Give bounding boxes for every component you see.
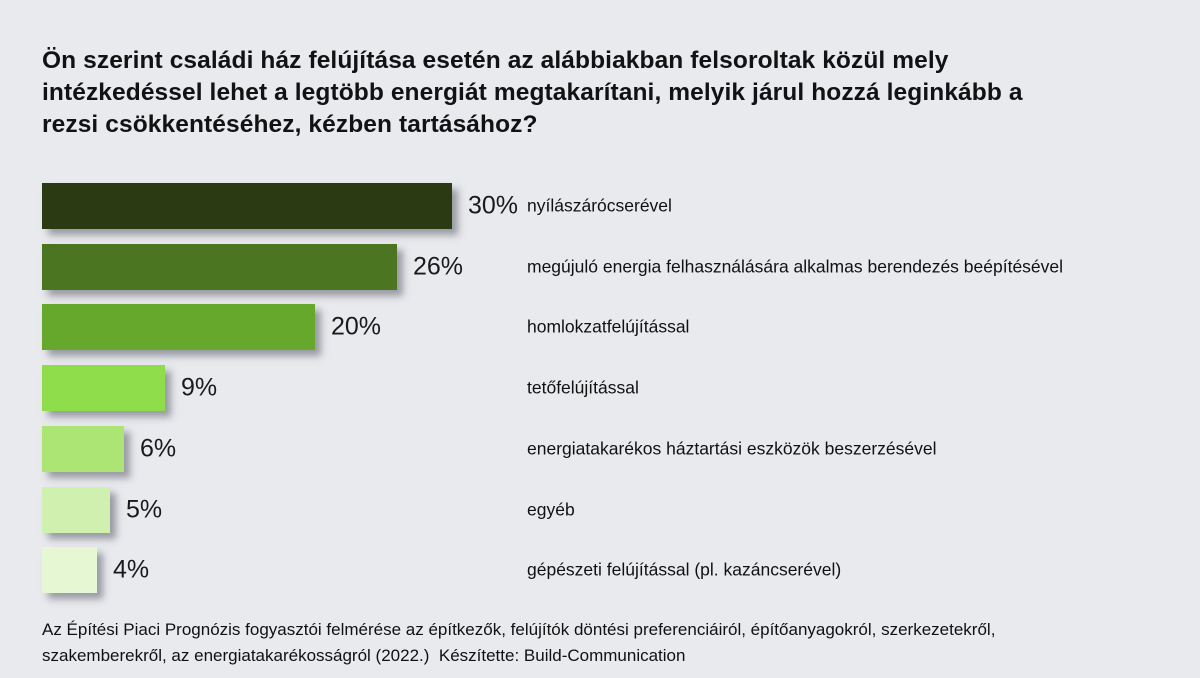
bar-row: 5% egyéb <box>42 487 1182 533</box>
bar <box>42 547 97 593</box>
chart-title-line: intézkedéssel lehet a legtöbb energiát m… <box>42 79 1023 106</box>
bar-category-label: energiatakarékos háztartási eszközök bes… <box>527 438 937 459</box>
bar-value-label: 20% <box>331 312 382 341</box>
bar-row: 6% energiatakarékos háztartási eszközök b… <box>42 426 1182 472</box>
bar-value-label: 26% <box>413 252 464 281</box>
chart-title-line: rezsi csökkentéséhez, kézben tartásához? <box>42 111 538 138</box>
source-note-line: Az Építési Piaci Prognózis fogyasztói fe… <box>42 620 996 639</box>
bar <box>42 244 397 290</box>
bar-row: 30% nyílászárócserével <box>42 183 1182 229</box>
bar <box>42 426 124 472</box>
bar <box>42 183 452 229</box>
bar <box>42 487 110 533</box>
bar-row: 4% gépészeti felújítással (pl. kazáncseré… <box>42 547 1182 593</box>
bar-category-label: megújuló energia felhasználására alkalma… <box>527 256 1064 277</box>
bar-row: 26% megújuló energia felhasználására alka… <box>42 244 1182 290</box>
bar-category-label: tetőfelújítással <box>527 377 639 398</box>
chart-title: Ön szerint családi ház felújítása esetén… <box>42 45 1023 141</box>
bar-category-label: nyílászárócserével <box>527 195 672 216</box>
bar-value-label: 30% <box>468 191 519 220</box>
bar-value-label: 6% <box>140 434 177 463</box>
chart-title-line: Ön szerint családi ház felújítása esetén… <box>42 47 949 74</box>
bar-value-label: 5% <box>126 495 163 524</box>
bar <box>42 365 165 411</box>
source-note: Az Építési Piaci Prognózis fogyasztói fe… <box>42 617 995 668</box>
bar-value-label: 9% <box>181 373 218 402</box>
bar-value-label: 4% <box>113 555 150 584</box>
bar <box>42 304 315 350</box>
bar-category-label: egyéb <box>527 499 575 520</box>
bar-row: 9% tetőfelújítással <box>42 365 1182 411</box>
source-note-line: szakemberekről, az energiatakarékosságró… <box>42 645 686 665</box>
horizontal-bar-chart: 30% nyílászárócserével 26% megújuló energia… <box>42 183 1182 595</box>
bar-category-label: gépészeti felújítással (pl. kazáncseréve… <box>527 559 842 580</box>
bar-row: 20% homlokzatfelújítással <box>42 304 1182 350</box>
bar-category-label: homlokzatfelújítással <box>527 316 690 337</box>
